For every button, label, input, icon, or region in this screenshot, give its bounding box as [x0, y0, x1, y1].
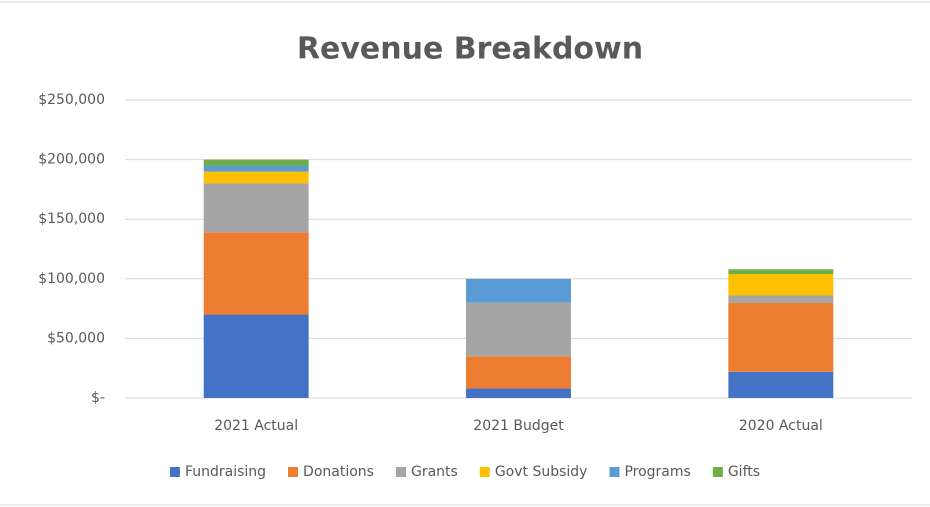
- bar-segment: [203, 314, 309, 398]
- x-tick-label: 2021 Actual: [214, 418, 298, 434]
- bar-segment: [728, 302, 834, 372]
- bar-segment: [728, 274, 834, 296]
- legend-swatch: [479, 467, 490, 477]
- legend-swatch: [288, 467, 299, 477]
- legend-swatch: [712, 467, 723, 477]
- legend-swatch: [395, 467, 406, 477]
- bar-segment: [466, 356, 571, 389]
- legend-swatch: [169, 467, 180, 477]
- legend-label: Programs: [624, 464, 690, 480]
- bar-segment: [728, 269, 834, 275]
- bar-segment: [466, 388, 571, 398]
- bar-segment: [728, 295, 834, 303]
- bar-segment: [728, 371, 834, 398]
- legend-label: Grants: [411, 464, 458, 480]
- chart-title: Revenue Breakdown: [297, 32, 643, 67]
- y-tick-label: $150,000: [38, 211, 105, 227]
- y-tick-label: $200,000: [38, 152, 105, 168]
- y-tick-label: $50,000: [47, 330, 105, 346]
- legend-label: Gifts: [728, 464, 760, 480]
- bar-segment: [203, 171, 309, 184]
- legend-label: Fundraising: [185, 464, 266, 480]
- legend-label: Donations: [303, 464, 374, 480]
- legend-label: Govt Subsidy: [495, 464, 588, 480]
- bar-segment: [203, 165, 309, 172]
- y-tick-label: $-: [91, 390, 105, 406]
- bar-segment: [203, 159, 309, 166]
- bar-segment: [203, 232, 309, 315]
- x-tick-label: 2021 Budget: [473, 418, 564, 434]
- legend-swatch: [609, 467, 620, 477]
- bar-segment: [466, 278, 571, 303]
- bar-segment: [203, 183, 309, 233]
- bar-segment: [466, 302, 571, 357]
- x-tick-label: 2020 Actual: [739, 418, 823, 434]
- y-tick-label: $100,000: [38, 271, 105, 287]
- y-tick-label: $250,000: [38, 92, 105, 108]
